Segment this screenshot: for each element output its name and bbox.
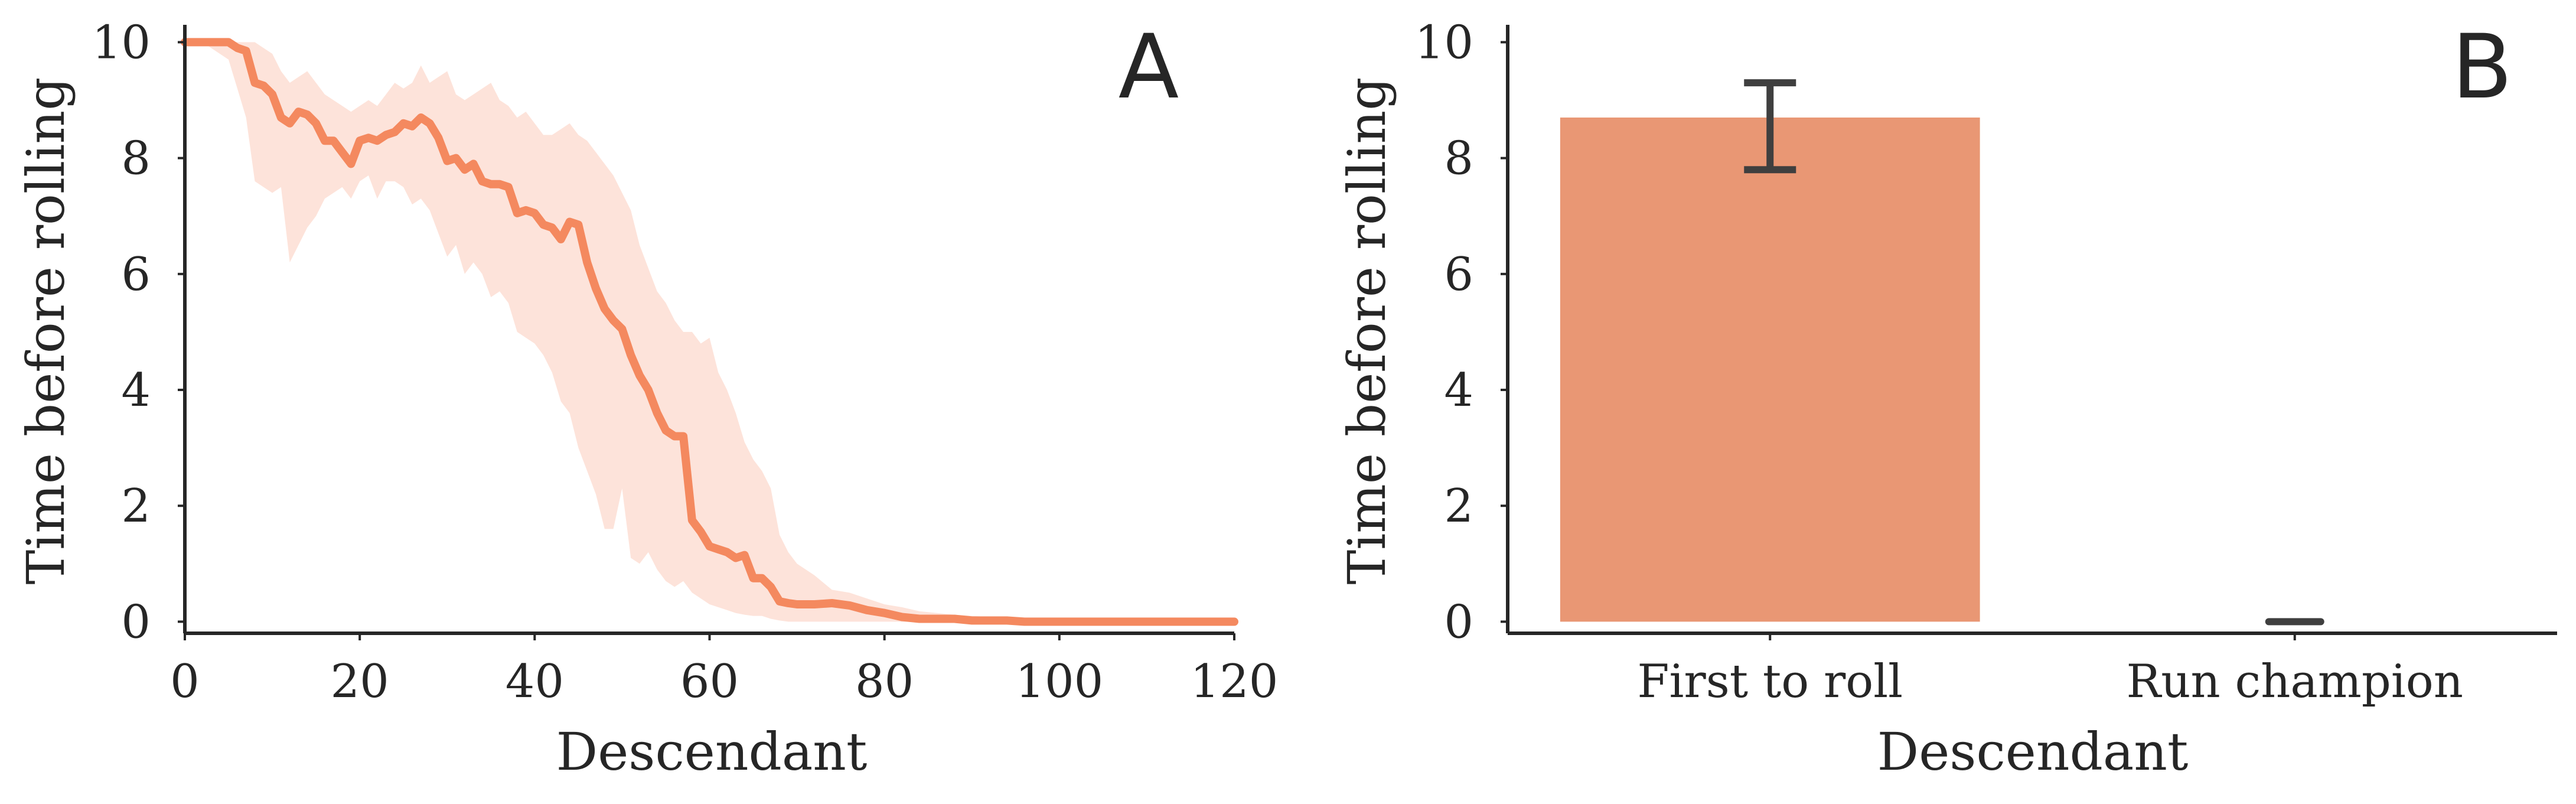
x-tick-label: 40 — [506, 655, 564, 708]
y-tick-label: 4 — [121, 364, 151, 417]
y-tick-label: 8 — [1444, 132, 1473, 185]
panel-b-x-label: Descendant — [1877, 721, 2189, 782]
mean-line — [181, 38, 1238, 626]
panel-b: First to roll Run champion 0 2 4 6 8 10 Descend… — [1336, 16, 2557, 782]
panel-a-y-label: Time before rolling — [15, 77, 76, 585]
x-tick-label: 60 — [680, 655, 739, 708]
x-tick-label: 20 — [331, 655, 389, 708]
panel-b-y-label: Time before rolling — [1336, 77, 1397, 585]
y-tick-label: 6 — [121, 248, 151, 301]
y-tick-label: 10 — [92, 16, 151, 69]
y-tick-label: 10 — [1415, 16, 1473, 69]
y-tick-label: 8 — [121, 132, 151, 185]
bar — [1560, 117, 1980, 622]
x-tick-label: First to roll — [1637, 655, 1903, 708]
panel-b-ticks: First to roll Run champion 0 2 4 6 8 10 — [1415, 16, 2463, 708]
x-tick-label: 100 — [1015, 655, 1103, 708]
panel-a-x-label: Descendant — [556, 721, 868, 782]
panel-a: 0 20 40 60 80 100 120 0 2 4 6 8 10 Descendant Time b… — [15, 16, 1278, 782]
x-tick-label: 120 — [1191, 655, 1279, 708]
x-tick-label: 80 — [855, 655, 914, 708]
y-tick-label: 6 — [1444, 248, 1473, 301]
panel-a-label: A — [1119, 16, 1179, 119]
y-tick-label: 0 — [121, 595, 151, 649]
y-tick-label: 2 — [1444, 480, 1473, 533]
panel-b-bars — [1560, 79, 2324, 626]
panel-a-ticks: 0 20 40 60 80 100 120 0 2 4 6 8 10 — [92, 16, 1279, 708]
x-tick-label: Run champion — [2127, 655, 2463, 708]
panel-b-label: B — [2452, 16, 2513, 119]
y-tick-label: 0 — [1444, 595, 1473, 649]
x-tick-label: 0 — [170, 655, 200, 708]
confidence-band — [185, 42, 1234, 622]
y-tick-label: 4 — [1444, 364, 1473, 417]
y-tick-label: 2 — [121, 480, 151, 533]
